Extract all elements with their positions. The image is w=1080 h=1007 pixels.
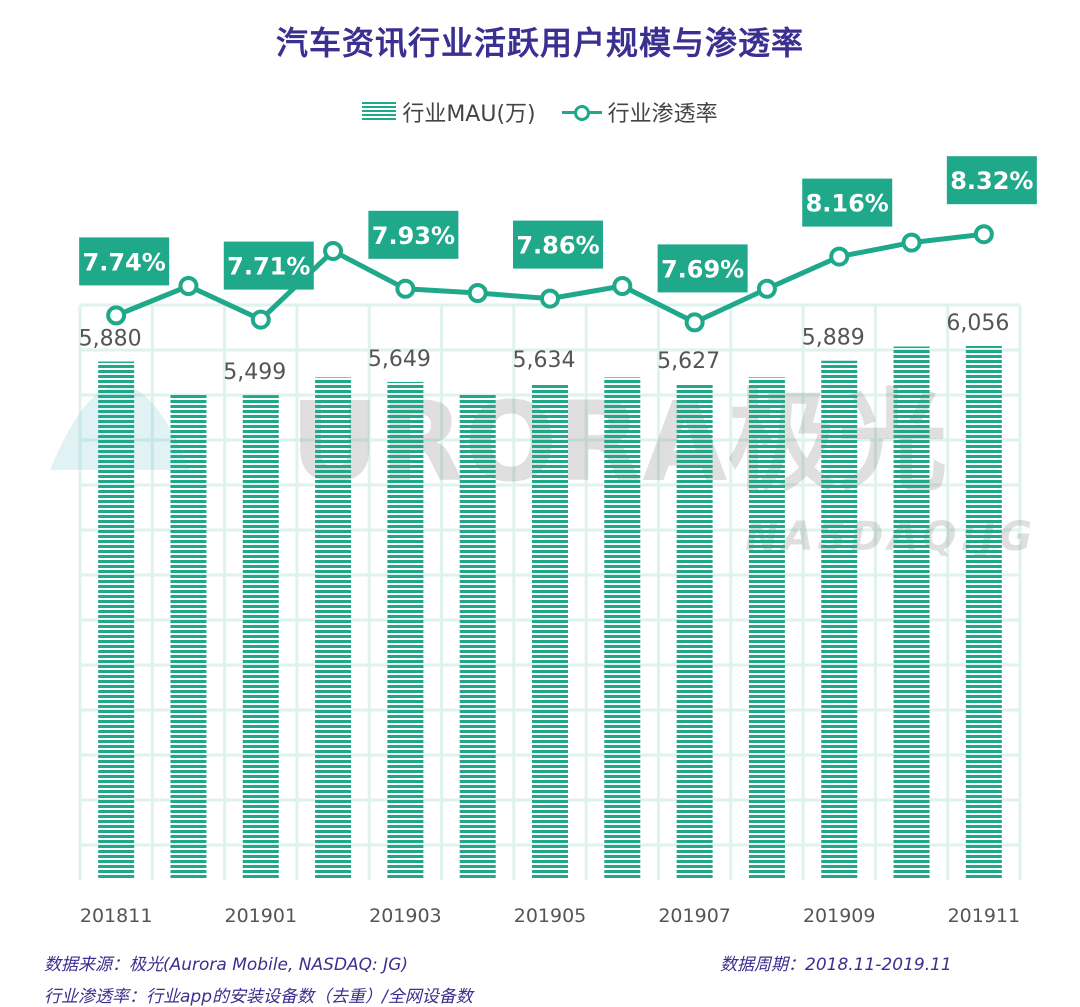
- bar: [604, 377, 641, 880]
- line-point: [540, 288, 560, 309]
- x-axis: 201811 201901 201903 201905 201907 201909 2019…: [80, 905, 1020, 927]
- bar: [242, 395, 279, 880]
- badge-bg: [513, 220, 603, 269]
- bar: [387, 381, 424, 880]
- x-tick-label: 201911: [948, 905, 1021, 927]
- line-point: [756, 278, 777, 299]
- bar: [98, 361, 135, 880]
- bar: [965, 346, 1002, 880]
- chart-legend: 行业MAU(万) 行业渗透率: [0, 96, 1080, 128]
- x-tick-label: 201901: [225, 905, 298, 927]
- line-value-label: 8.32%: [950, 167, 1033, 195]
- bar-value-label: 5,499: [223, 360, 286, 385]
- footer-source: 数据来源：极光(Aurora Mobile, NASDAQ: JG): [44, 955, 408, 975]
- footer-period: 数据周期：2018.11-2019.11: [720, 955, 952, 975]
- line-point: [250, 309, 271, 330]
- line-value-badge: 8.32%: [946, 156, 1037, 205]
- line-value-badge: 7.74%: [79, 237, 170, 286]
- bar: [459, 393, 496, 880]
- badge-bg: [223, 241, 314, 290]
- line-value-label: 7.86%: [516, 232, 599, 260]
- badge-bg: [368, 210, 459, 259]
- bar-value-label: 5,649: [368, 347, 431, 372]
- bar-series: 5,880 5,499 5,649 5,634 5,627 5,889 6,056: [79, 311, 1009, 880]
- line-point: [901, 232, 922, 253]
- line-point: [973, 224, 994, 245]
- line-value-badge: 7.93%: [368, 210, 459, 259]
- bar-value-label: 5,880: [79, 327, 142, 352]
- legend-item-mau[interactable]: 行业MAU(万): [362, 96, 536, 128]
- badge-bg: [657, 244, 748, 293]
- chart-title: 汽车资讯行业活跃用户规模与渗透率: [275, 24, 804, 62]
- x-tick-label: 201905: [514, 905, 587, 927]
- line-point: [467, 283, 488, 303]
- line-value-label: 7.71%: [227, 253, 310, 281]
- x-tick-label: 201907: [658, 905, 731, 927]
- legend-line-label: 行业渗透率: [607, 102, 718, 127]
- badge-bg: [802, 178, 893, 227]
- x-tick-label: 201909: [803, 905, 876, 927]
- legend-bar-label: 行业MAU(万): [402, 102, 536, 127]
- badge-bg: [946, 156, 1037, 205]
- bar: [170, 393, 207, 880]
- line-point: [829, 246, 850, 267]
- bar-value-label: 5,634: [513, 348, 576, 373]
- bar: [315, 377, 352, 880]
- line-point: [178, 276, 199, 296]
- bar: [821, 360, 858, 880]
- bar: [748, 377, 785, 880]
- legend-line-swatch: [561, 102, 602, 122]
- bar-value-label: 6,056: [946, 311, 1009, 336]
- bar-value-label: 5,627: [657, 349, 720, 374]
- bar: [893, 346, 930, 880]
- line-value-label: 7.74%: [83, 248, 166, 276]
- line-point: [106, 305, 127, 326]
- line-value-label: 7.69%: [661, 255, 744, 283]
- bar: [676, 383, 713, 880]
- line-value-badge: 7.71%: [223, 241, 314, 290]
- line-point: [612, 276, 633, 296]
- line-point: [684, 312, 705, 333]
- legend-item-penetration[interactable]: 行业渗透率: [561, 96, 718, 128]
- line-point: [323, 241, 344, 261]
- legend-bar-swatch: [362, 102, 397, 122]
- line-value-badge: 8.16%: [802, 178, 893, 227]
- line-value-label: 7.93%: [372, 222, 455, 250]
- line-value-label: 8.16%: [806, 190, 889, 218]
- line-value-badge: 7.69%: [657, 244, 748, 293]
- footer-note: 行业渗透率：行业app的安装设备数（去重）/全网设备数: [44, 987, 473, 1007]
- x-tick-label: 201903: [369, 905, 442, 927]
- x-tick-label: 201811: [80, 905, 153, 927]
- bar-value-label: 5,889: [802, 326, 865, 351]
- badge-bg: [79, 237, 170, 286]
- line-value-badge: 7.86%: [513, 220, 603, 269]
- bar: [532, 383, 568, 880]
- line-series: 7.74% 7.71% 7.93% 7.86% 7.69% 8.16% 8.32%: [79, 156, 1037, 333]
- line-point: [395, 278, 416, 299]
